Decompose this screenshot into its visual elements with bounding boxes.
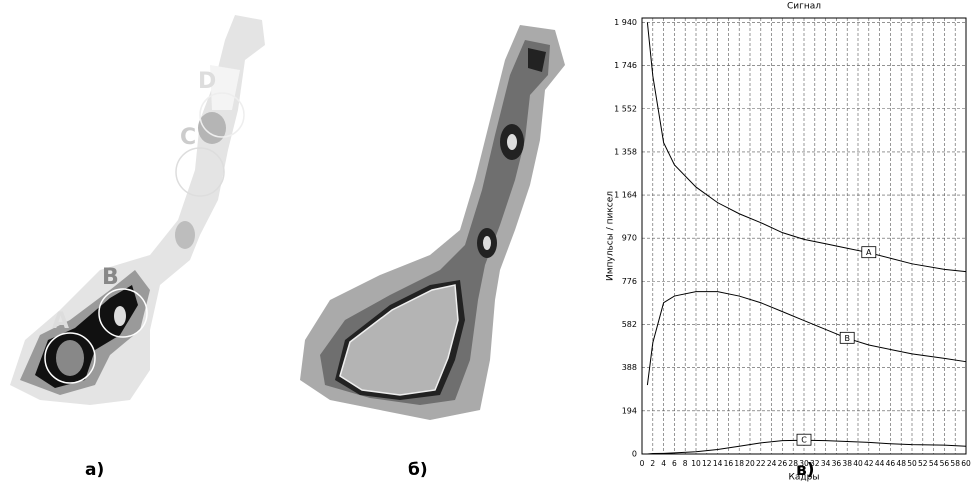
x-tick-label: 24 xyxy=(767,459,777,468)
series-line xyxy=(646,22,967,273)
y-tick-label: 194 xyxy=(622,406,637,415)
x-tick-label: 34 xyxy=(821,459,831,468)
x-tick-label: 4 xyxy=(661,459,666,468)
x-tick-label: 26 xyxy=(778,459,788,468)
y-tick-label: 0 xyxy=(632,450,637,459)
x-tick-label: 48 xyxy=(896,459,906,468)
panel-label: а) xyxy=(85,460,104,480)
x-tick-label: 18 xyxy=(734,459,744,468)
organ-shape xyxy=(10,15,265,405)
plot-frame xyxy=(641,17,967,455)
x-tick-label: 2 xyxy=(650,459,655,468)
hot-spot xyxy=(528,48,546,72)
x-tick-label: 58 xyxy=(950,459,960,468)
region-label: A xyxy=(52,309,69,334)
series-line xyxy=(646,291,967,386)
series-label: C xyxy=(801,436,807,445)
y-tick-label: 388 xyxy=(622,363,637,372)
x-tick-label: 44 xyxy=(875,459,885,468)
x-tick-label: 32 xyxy=(810,459,820,468)
chart-title: Сигнал xyxy=(787,2,821,12)
y-tick-label: 970 xyxy=(622,234,637,243)
x-tick-label: 6 xyxy=(672,459,677,468)
x-tick-label: 28 xyxy=(788,459,798,468)
series-label: A xyxy=(866,248,872,257)
roi-circle xyxy=(199,92,245,138)
x-tick-label: 16 xyxy=(724,459,734,468)
y-tick-label: 776 xyxy=(622,277,637,286)
x-tick-label: 56 xyxy=(940,459,950,468)
saturated-region xyxy=(339,284,459,396)
y-tick-label: 1 552 xyxy=(614,104,637,113)
region-label: B xyxy=(102,265,119,290)
x-axis-label: Кадры xyxy=(789,473,820,483)
spot xyxy=(198,112,226,144)
x-tick-label: 54 xyxy=(929,459,939,468)
region-label: D xyxy=(198,69,216,94)
series-line xyxy=(647,439,967,455)
y-axis-label: Импульсы / пиксел xyxy=(606,191,616,281)
spot xyxy=(175,221,195,249)
hot-spot-core xyxy=(507,134,517,150)
x-tick-label: 60 xyxy=(961,459,971,468)
series-label-box xyxy=(796,433,812,446)
x-tick-label: 42 xyxy=(864,459,874,468)
x-tick-label: 38 xyxy=(842,459,852,468)
roi-circle xyxy=(98,288,148,338)
x-tick-label: 0 xyxy=(640,459,645,468)
hot-spot xyxy=(114,306,126,326)
x-tick-label: 36 xyxy=(832,459,842,468)
y-tick-label: 582 xyxy=(622,320,637,329)
organ-lumen xyxy=(210,65,240,110)
x-tick-label: 50 xyxy=(907,459,917,468)
hot-spot-core xyxy=(483,236,491,250)
panel-label: в) xyxy=(796,460,815,480)
x-tick-label: 10 xyxy=(691,459,701,468)
x-tick-label: 52 xyxy=(918,459,928,468)
x-tick-label: 8 xyxy=(683,459,688,468)
organ-inner xyxy=(320,40,550,405)
x-tick-label: 46 xyxy=(886,459,896,468)
region-label: C xyxy=(180,125,196,150)
x-tick-label: 12 xyxy=(702,459,712,468)
y-tick-label: 1 746 xyxy=(614,61,637,70)
image-b xyxy=(300,25,565,420)
x-tick-label: 30 xyxy=(799,459,809,468)
panel-label: б) xyxy=(408,460,428,480)
y-tick-label: 1 940 xyxy=(614,18,637,27)
series-label: B xyxy=(844,334,850,343)
image-a: A B C D xyxy=(10,15,265,405)
roi-circle xyxy=(44,332,96,384)
x-tick-label: 20 xyxy=(745,459,755,468)
y-tick-label: 1 358 xyxy=(614,147,637,156)
x-tick-label: 22 xyxy=(756,459,766,468)
x-tick-label: 14 xyxy=(713,459,723,468)
roi-circle xyxy=(175,147,225,197)
x-tick-label: 40 xyxy=(853,459,863,468)
y-tick-label: 1 164 xyxy=(614,191,637,200)
hot-spot xyxy=(56,340,84,376)
series-label-box xyxy=(861,246,877,259)
series-label-box xyxy=(839,331,855,344)
